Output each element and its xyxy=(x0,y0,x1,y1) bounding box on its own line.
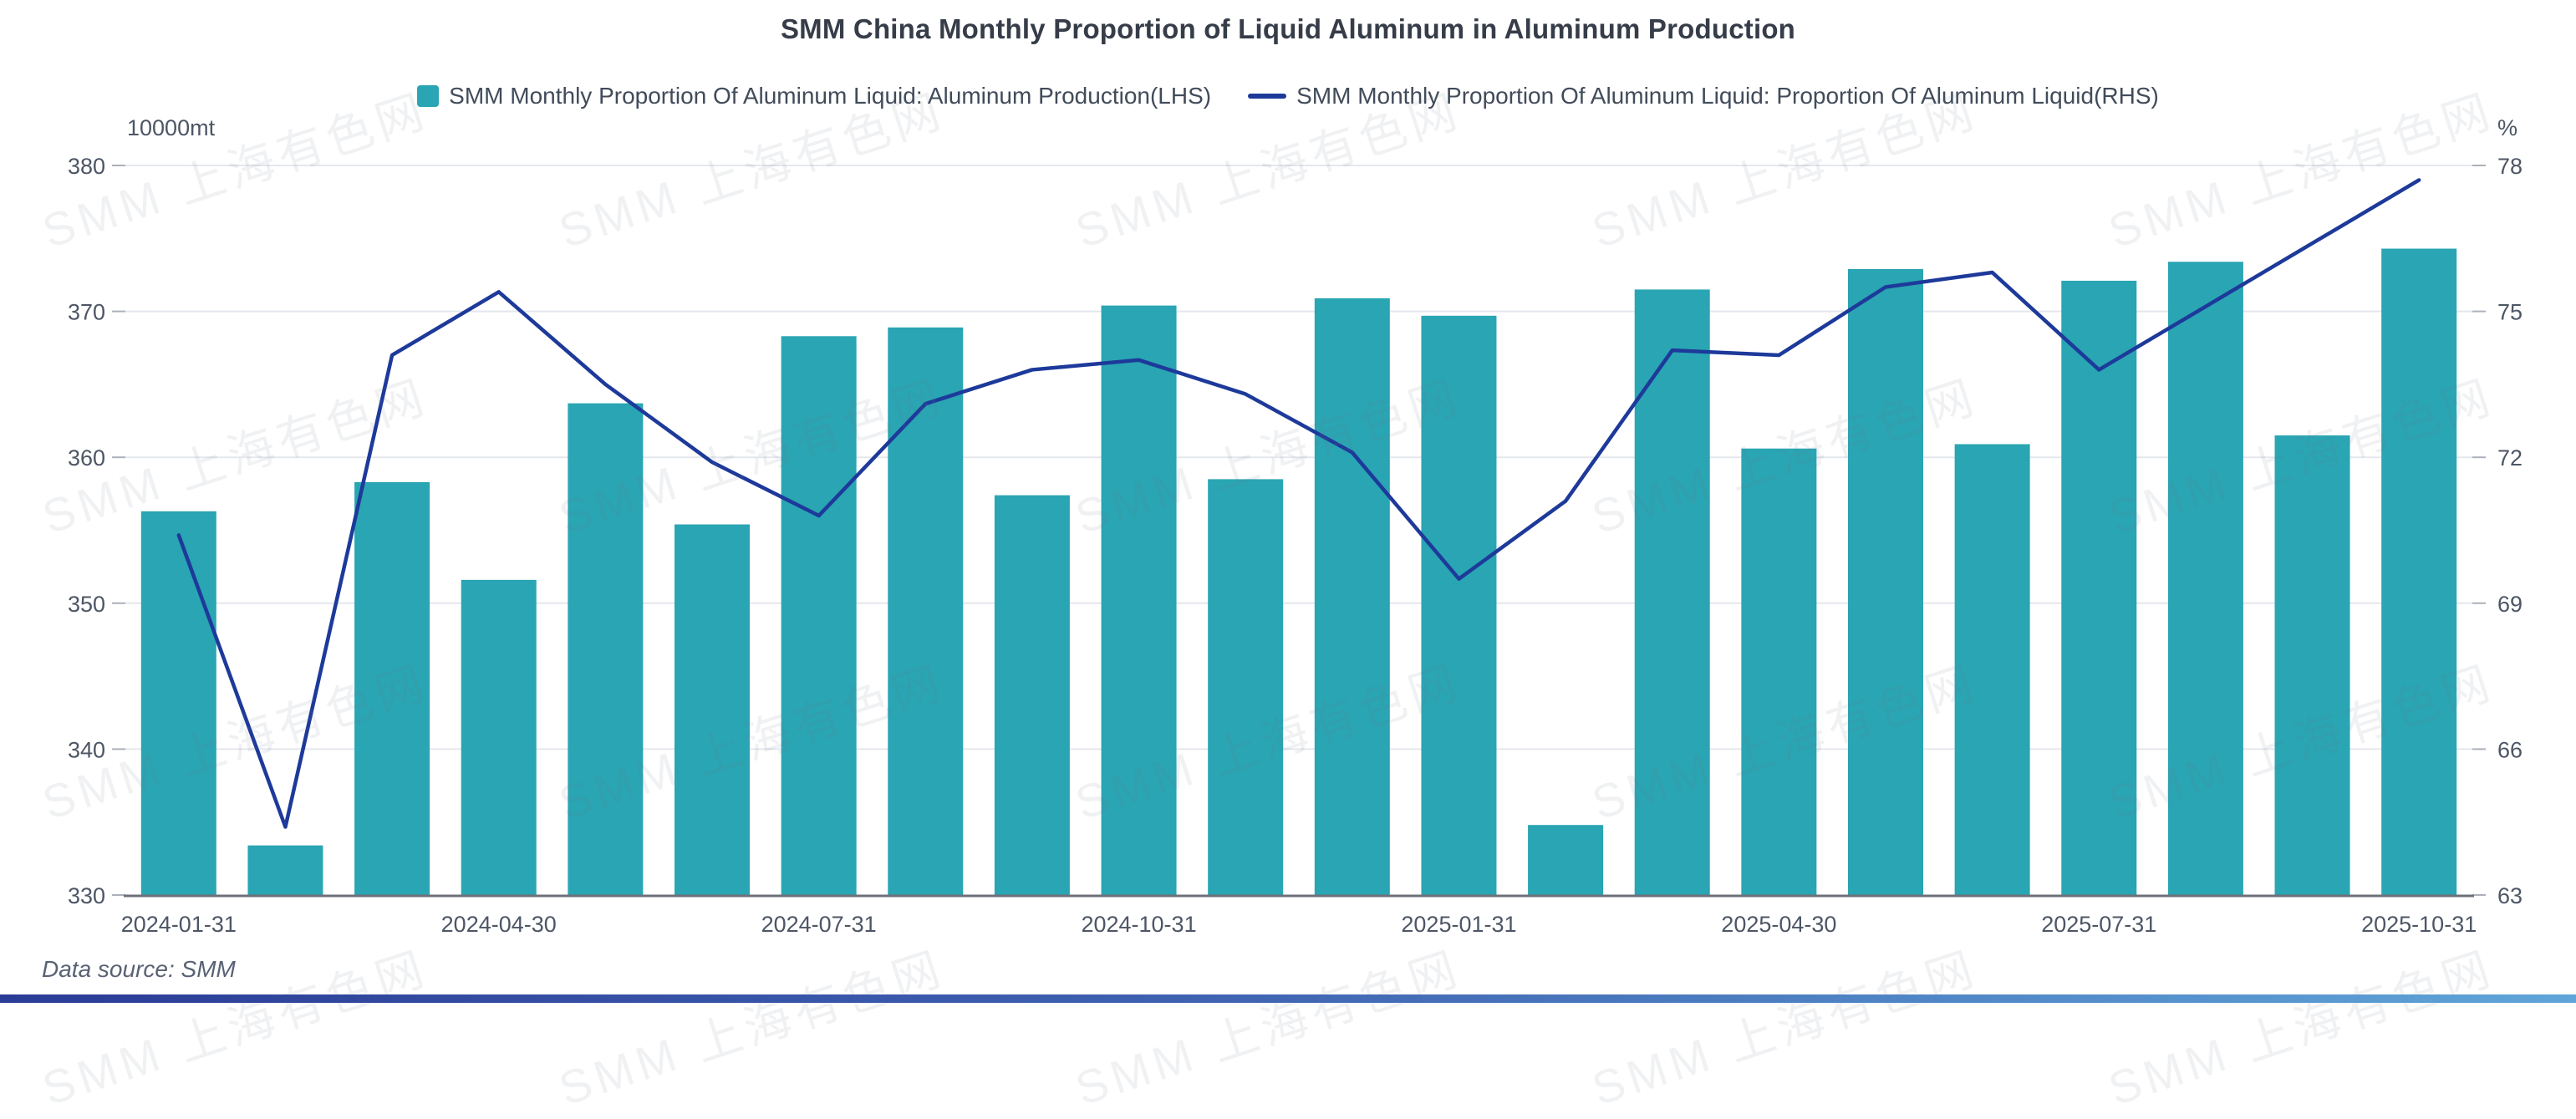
svg-text:2024-10-31: 2024-10-31 xyxy=(1081,912,1196,937)
svg-text:72: 72 xyxy=(2497,445,2523,470)
svg-text:2024-04-30: 2024-04-30 xyxy=(441,912,557,937)
svg-text:2025-04-30: 2025-04-30 xyxy=(1721,912,1836,937)
svg-text:2024-01-31: 2024-01-31 xyxy=(121,912,237,937)
legend-item-bar-series[interactable]: SMM Monthly Proportion Of Aluminum Liqui… xyxy=(417,83,1211,109)
legend-label-bar-series: SMM Monthly Proportion Of Aluminum Liqui… xyxy=(449,83,1212,109)
bar-series-swatch-icon xyxy=(417,85,440,107)
svg-text:370: 370 xyxy=(68,300,105,325)
svg-text:63: 63 xyxy=(2497,883,2523,908)
line-series-swatch-icon xyxy=(1248,94,1287,99)
svg-text:66: 66 xyxy=(2497,737,2523,762)
svg-text:75: 75 xyxy=(2497,300,2523,325)
legend-item-line-series[interactable]: SMM Monthly Proportion Of Aluminum Liqui… xyxy=(1248,83,2159,109)
svg-text:340: 340 xyxy=(68,737,105,762)
combo-chart-plot[interactable]: 330 63 340 66 350 69 360 72 370 75 380 78 10000mt % 20… xyxy=(0,0,2576,1003)
svg-text:78: 78 xyxy=(2497,154,2523,179)
chart-title: SMM China Monthly Proportion of Liquid A… xyxy=(780,13,1796,44)
legend: SMM Monthly Proportion Of Aluminum Liqui… xyxy=(0,83,2576,109)
svg-text:2025-01-31: 2025-01-31 xyxy=(1401,912,1516,937)
svg-text:380: 380 xyxy=(68,154,105,179)
data-source-note: Data source: SMM xyxy=(42,956,236,982)
svg-text:360: 360 xyxy=(68,445,105,470)
svg-text:10000mt: 10000mt xyxy=(127,115,216,140)
brand-gradient-bar xyxy=(0,994,2576,1003)
svg-text:350: 350 xyxy=(68,592,105,617)
legend-label-line-series: SMM Monthly Proportion Of Aluminum Liqui… xyxy=(1296,83,2159,109)
svg-text:69: 69 xyxy=(2497,592,2523,617)
svg-text:330: 330 xyxy=(68,883,105,908)
svg-text:2024-07-31: 2024-07-31 xyxy=(761,912,877,937)
svg-text:2025-07-31: 2025-07-31 xyxy=(2041,912,2156,937)
svg-text:%: % xyxy=(2497,115,2517,140)
svg-text:2025-10-31: 2025-10-31 xyxy=(2361,912,2477,937)
